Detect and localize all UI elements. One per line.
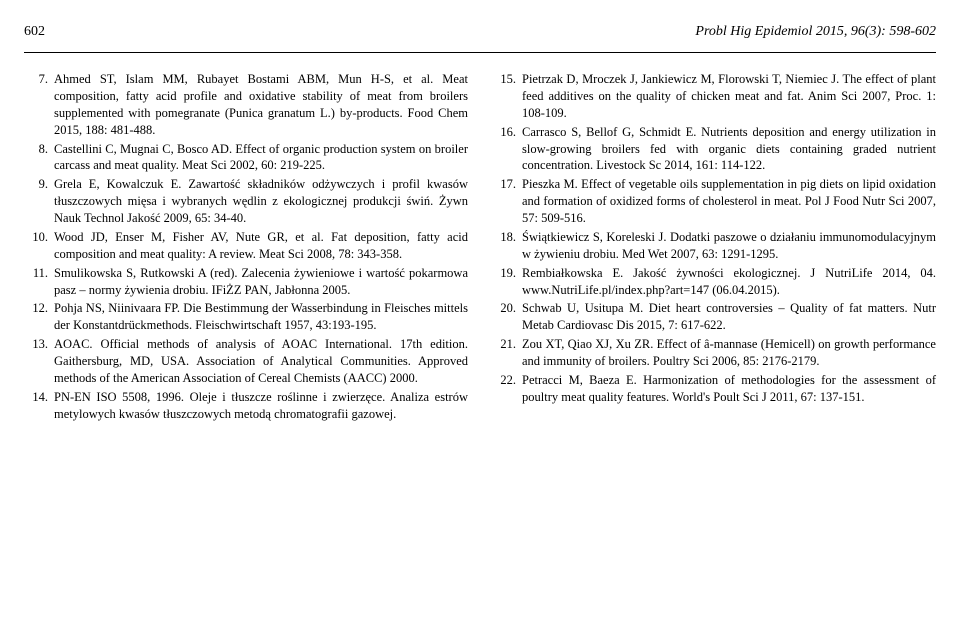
reference-text: Castellini C, Mugnai C, Bosco AD. Effect… (54, 141, 468, 175)
reference-text: Wood JD, Enser M, Fisher AV, Nute GR, et… (54, 229, 468, 263)
reference-item: 15.Pietrzak D, Mroczek J, Jankiewicz M, … (492, 71, 936, 122)
reference-item: 16.Carrasco S, Bellof G, Schmidt E. Nutr… (492, 124, 936, 175)
reference-text: Świątkiewicz S, Koreleski J. Dodatki pas… (522, 229, 936, 263)
page-number: 602 (24, 24, 45, 40)
reference-text: Ahmed ST, Islam MM, Rubayet Bostami ABM,… (54, 71, 468, 139)
reference-number: 7. (24, 71, 54, 139)
reference-item: 19.Rembiałkowska E. Jakość żywności ekol… (492, 265, 936, 299)
reference-text: AOAC. Official methods of analysis of AO… (54, 336, 468, 387)
reference-text: Petracci M, Baeza E. Harmonization of me… (522, 372, 936, 406)
reference-text: Pieszka M. Effect of vegetable oils supp… (522, 176, 936, 227)
reference-text: PN-EN ISO 5508, 1996. Oleje i tłuszcze r… (54, 389, 468, 423)
reference-text: Zou XT, Qiao XJ, Xu ZR. Effect of â-mann… (522, 336, 936, 370)
reference-number: 11. (24, 265, 54, 299)
reference-number: 14. (24, 389, 54, 423)
reference-number: 19. (492, 265, 522, 299)
reference-item: 11.Smulikowska S, Rutkowski A (red). Zal… (24, 265, 468, 299)
reference-item: 12.Pohja NS, Niinivaara FP. Die Bestimmu… (24, 300, 468, 334)
reference-item: 17.Pieszka M. Effect of vegetable oils s… (492, 176, 936, 227)
reference-text: Rembiałkowska E. Jakość żywności ekologi… (522, 265, 936, 299)
reference-item: 18.Świątkiewicz S, Koreleski J. Dodatki … (492, 229, 936, 263)
reference-number: 16. (492, 124, 522, 175)
reference-item: 10.Wood JD, Enser M, Fisher AV, Nute GR,… (24, 229, 468, 263)
left-column: 7.Ahmed ST, Islam MM, Rubayet Bostami AB… (24, 71, 468, 425)
right-column: 15.Pietrzak D, Mroczek J, Jankiewicz M, … (492, 71, 936, 425)
reference-text: Schwab U, Usitupa M. Diet heart controve… (522, 300, 936, 334)
reference-number: 22. (492, 372, 522, 406)
reference-number: 15. (492, 71, 522, 122)
reference-item: 20.Schwab U, Usitupa M. Diet heart contr… (492, 300, 936, 334)
reference-item: 21.Zou XT, Qiao XJ, Xu ZR. Effect of â-m… (492, 336, 936, 370)
reference-text: Carrasco S, Bellof G, Schmidt E. Nutrien… (522, 124, 936, 175)
reference-number: 17. (492, 176, 522, 227)
reference-number: 18. (492, 229, 522, 263)
reference-number: 10. (24, 229, 54, 263)
reference-item: 8.Castellini C, Mugnai C, Bosco AD. Effe… (24, 141, 468, 175)
reference-item: 14.PN-EN ISO 5508, 1996. Oleje i tłuszcz… (24, 389, 468, 423)
journal-info: Probl Hig Epidemiol 2015, 96(3): 598-602 (695, 24, 936, 40)
reference-text: Pietrzak D, Mroczek J, Jankiewicz M, Flo… (522, 71, 936, 122)
reference-item: 22.Petracci M, Baeza E. Harmonization of… (492, 372, 936, 406)
reference-number: 8. (24, 141, 54, 175)
reference-item: 7.Ahmed ST, Islam MM, Rubayet Bostami AB… (24, 71, 468, 139)
reference-text: Pohja NS, Niinivaara FP. Die Bestimmung … (54, 300, 468, 334)
reference-number: 21. (492, 336, 522, 370)
header-divider (24, 52, 936, 53)
reference-text: Grela E, Kowalczuk E. Zawartość składnik… (54, 176, 468, 227)
page-header: 602 Probl Hig Epidemiol 2015, 96(3): 598… (24, 24, 936, 40)
reference-columns: 7.Ahmed ST, Islam MM, Rubayet Bostami AB… (24, 71, 936, 425)
reference-item: 9.Grela E, Kowalczuk E. Zawartość składn… (24, 176, 468, 227)
reference-number: 9. (24, 176, 54, 227)
reference-number: 12. (24, 300, 54, 334)
reference-number: 20. (492, 300, 522, 334)
reference-item: 13.AOAC. Official methods of analysis of… (24, 336, 468, 387)
reference-text: Smulikowska S, Rutkowski A (red). Zalece… (54, 265, 468, 299)
reference-number: 13. (24, 336, 54, 387)
